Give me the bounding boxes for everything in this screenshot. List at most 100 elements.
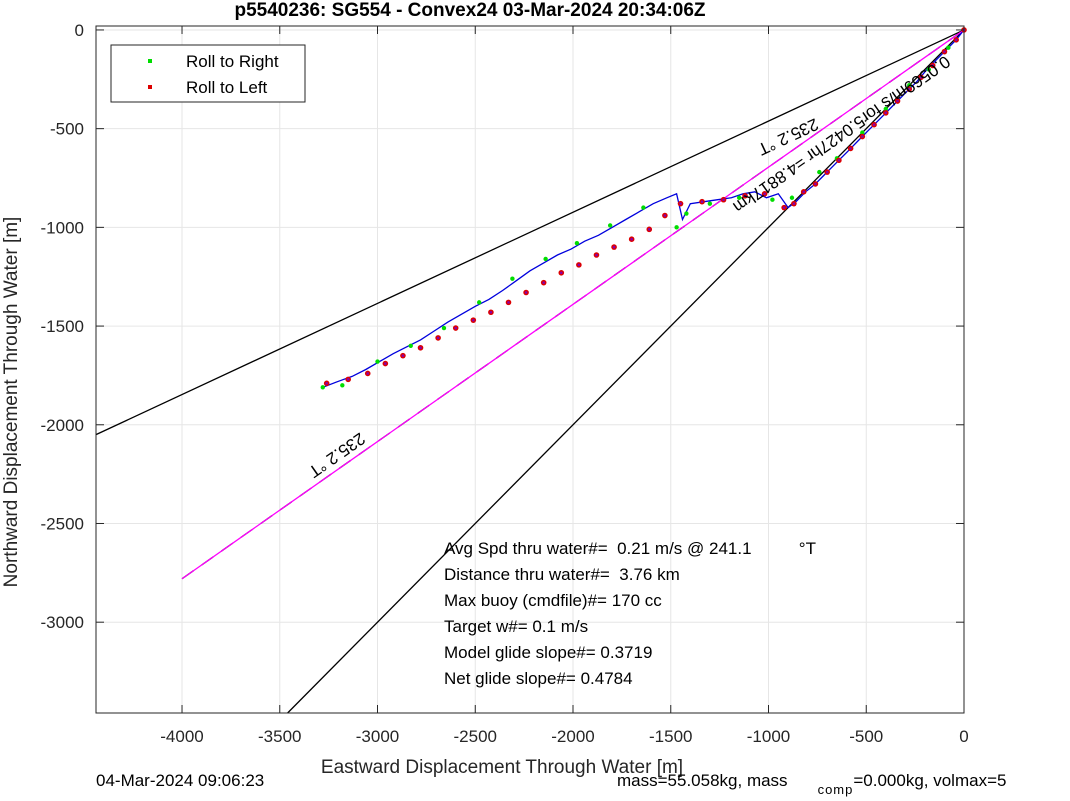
roll-right-point (340, 383, 345, 388)
roll-left-point-center (366, 372, 370, 375)
x-tick-label: -3000 (356, 727, 399, 746)
y-tick-label: -1000 (41, 218, 84, 237)
summary-model-glide-slope: Model glide slope#= 0.3719 (444, 643, 652, 662)
roll-left-point-center (743, 194, 747, 198)
roll-left-point-center (436, 336, 440, 340)
roll-left-point-center (595, 253, 598, 257)
roll-left-point-center (700, 200, 704, 203)
axes-box (95, 25, 965, 714)
roll-left-point-center (954, 38, 958, 42)
grid-lines (96, 26, 965, 713)
heading-line-label: 0.0569m/s for5.0427hr =4.8817km (729, 52, 953, 217)
roll-right-point (736, 195, 742, 200)
summary-target-w: Target w#= 0.1 m/s (444, 617, 588, 636)
roll-right-point (476, 300, 482, 305)
roll-right-point (860, 130, 865, 135)
roll-right-point (320, 385, 325, 390)
legend: Roll to Right Roll to Left (110, 44, 306, 103)
roll-left-point-center (907, 87, 911, 91)
roll-left-point-center (559, 271, 563, 275)
roll-right-point (770, 197, 775, 202)
footer-mass-sub: comp (817, 782, 854, 797)
roll-left-point-center (384, 362, 387, 365)
wedge-line (95, 29, 965, 436)
roll-right-point (641, 205, 646, 210)
roll-right-point (817, 169, 822, 175)
roll-left-point-center (763, 192, 766, 196)
roll-right-point (574, 240, 580, 246)
roll-left-point-center (401, 354, 405, 357)
x-axis-label: Eastward Displacement Through Water [m] (321, 757, 683, 778)
roll-left-point-center (612, 245, 616, 249)
y-axis-label: Northward Displacement Through Water [m] (1, 217, 22, 588)
roll-left-point-center (825, 170, 829, 174)
y-tick-label: -3000 (41, 613, 84, 632)
axis-ticks: -4000 -3500 -3000 -2500 -2000 -1500 -1000 -500 0… (41, 21, 969, 746)
x-tick-label: -500 (849, 727, 883, 746)
roll-left-point-center (647, 228, 651, 231)
summary-avg-speed: Avg Spd thru water#= 0.21 m/s @ 241.1 °T (444, 539, 816, 558)
wedge-line (287, 29, 965, 714)
roll-left-point-center (814, 182, 817, 186)
x-tick-label: -1000 (747, 727, 790, 746)
roll-right-point (926, 67, 932, 72)
roll-right-point (946, 45, 951, 50)
roll-left-point-center (861, 135, 864, 138)
roll-left-point-center (943, 50, 946, 53)
summary-distance: Distance thru water#= 3.76 km (444, 565, 680, 584)
x-tick-label: 0 (959, 727, 968, 746)
roll-left-point-center (884, 111, 888, 115)
roll-left-point-center (542, 281, 545, 284)
footer-mass-text: mass=55.058kg, mass (617, 771, 788, 790)
roll-right-point (408, 343, 413, 349)
roll-right-point (441, 325, 447, 331)
y-tick-label: -2000 (41, 416, 84, 435)
roll-right-point (607, 223, 613, 228)
roll-right-point (510, 276, 515, 281)
footer-mass: mass=55.058kg, mass comp=0.000kg, volmax=… (617, 771, 1007, 797)
x-tick-label: -4000 (160, 727, 203, 746)
footer-date: 04-Mar-2024 09:06:23 (96, 771, 265, 790)
roll-right-point (684, 211, 689, 216)
x-tick-label: -2500 (454, 727, 497, 746)
roll-left-point-center (507, 301, 510, 304)
roll-left-point-center (472, 318, 475, 322)
roll-left-point-center (919, 76, 923, 79)
roll-left-point-center (346, 378, 350, 381)
x-tick-label: -3500 (258, 727, 301, 746)
legend-box (110, 44, 306, 103)
roll-left-point-center (325, 382, 328, 385)
roll-left-point-center (872, 123, 876, 127)
roll-left-point-center (524, 291, 528, 294)
footer-mass-text2: =0.000kg, volmax=5 (853, 771, 1007, 790)
roll-left-point-center (849, 147, 852, 150)
heading-line (181, 29, 965, 580)
plot-content (95, 27, 967, 714)
roll-left-point-center (792, 202, 796, 205)
roll-left-point-center (630, 237, 633, 241)
roll-right-point (907, 83, 912, 88)
x-tick-label: -1500 (649, 727, 692, 746)
roll-left-point-center (577, 263, 581, 267)
chart-title: p5540236: SG554 - Convex24 03-Mar-2024 2… (234, 0, 705, 21)
summary-text: Avg Spd thru water#= 0.21 m/s @ 241.1 °T… (444, 539, 816, 688)
x-tick-label: -2000 (551, 727, 594, 746)
roll-right-point (674, 225, 679, 230)
summary-max-buoy: Max buoy (cmdfile)#= 170 cc (444, 591, 662, 610)
y-tick-label: -2500 (41, 514, 84, 533)
y-tick-label: 0 (75, 21, 84, 40)
y-tick-label: -500 (50, 120, 84, 139)
roll-left-point-center (802, 190, 805, 194)
roll-right-point (707, 201, 713, 206)
roll-left-point-center (679, 202, 682, 205)
y-tick-label: -1500 (41, 317, 84, 336)
summary-net-glide-slope: Net glide slope#= 0.4784 (444, 669, 633, 688)
roll-right-point (375, 359, 380, 364)
roll-left-point-center (454, 326, 458, 330)
roll-left-point-center (489, 310, 493, 314)
roll-left-point-center (722, 198, 725, 202)
legend-label-roll-right: Roll to Right (186, 52, 279, 71)
legend-marker-roll-right (148, 59, 152, 63)
roll-left-point-center (837, 158, 841, 162)
